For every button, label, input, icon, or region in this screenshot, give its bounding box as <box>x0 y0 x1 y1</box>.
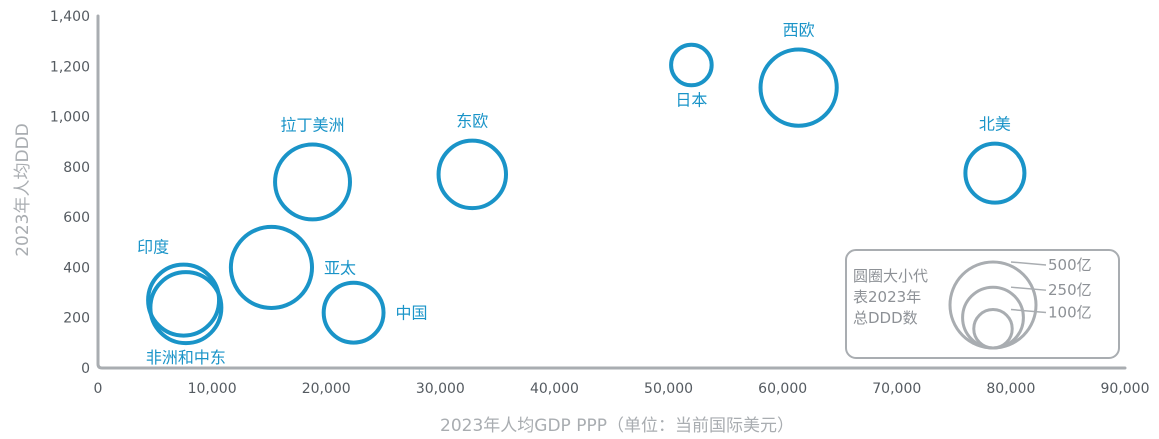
legend-title-line: 表2023年 <box>853 288 921 306</box>
x-tick-label: 0 <box>94 381 103 397</box>
axes <box>96 14 1127 370</box>
y-tick-label: 0 <box>81 361 90 377</box>
bubble <box>273 142 352 222</box>
bubble-label: 拉丁美洲 <box>281 115 345 134</box>
bubbles <box>146 42 1027 346</box>
bubble-label: 中国 <box>396 304 428 323</box>
legend-box <box>845 249 1120 359</box>
y-tick-label: 600 <box>63 210 90 226</box>
y-tick-labels: 0 200 400 600 800 1,000 1,200 1,400 <box>50 9 90 377</box>
bubble <box>148 270 224 346</box>
x-tick-label: 90,000 <box>1101 381 1150 397</box>
legend-title-line: 总DDD数 <box>853 309 918 327</box>
x-tick-label: 40,000 <box>530 381 579 397</box>
bubble-label: 亚太 <box>324 258 356 277</box>
bubble-label: 西欧 <box>783 21 815 40</box>
y-tick-label: 1,400 <box>50 9 90 25</box>
legend-leader-line <box>1010 261 1047 266</box>
legend-leader-line <box>1010 308 1047 314</box>
bubble-label: 东欧 <box>456 112 488 131</box>
x-tick-labels: 0 10,000 20,000 30,000 40,000 50,000 60,000 70,… <box>94 381 1150 397</box>
bubble-label: 日本 <box>675 90 707 109</box>
bubble-label: 非洲和中东 <box>146 348 226 367</box>
y-tick-label: 1,000 <box>50 110 90 126</box>
bubble <box>228 224 315 310</box>
x-tick-label: 70,000 <box>872 381 921 397</box>
y-tick-label: 400 <box>63 260 90 276</box>
x-tick-label: 20,000 <box>302 381 351 397</box>
x-axis-title: 2023年人均GDP PPP（单位：当前国际美元） <box>440 416 794 436</box>
x-tick-label: 60,000 <box>758 381 807 397</box>
bubble <box>669 42 714 88</box>
legend-size-label: 250亿 <box>1048 281 1092 299</box>
x-tick-label: 10,000 <box>188 381 237 397</box>
legend-circle <box>972 308 1014 350</box>
axis-lines <box>96 14 1127 370</box>
bubble <box>436 138 509 211</box>
y-tick-label: 1,200 <box>50 59 90 75</box>
bubble <box>146 262 222 338</box>
x-tick-label: 50,000 <box>644 381 693 397</box>
y-tick-label: 200 <box>63 311 90 327</box>
x-tick-label: 30,000 <box>416 381 465 397</box>
bubble-label: 北美 <box>979 115 1011 134</box>
bubble <box>321 280 386 345</box>
legend-size-label: 500亿 <box>1048 256 1092 274</box>
bubble <box>758 47 839 128</box>
bubble <box>963 141 1027 205</box>
y-tick-label: 800 <box>63 160 90 176</box>
bubble-label: 印度 <box>137 238 169 257</box>
legend-leader-line <box>1010 286 1047 291</box>
legend-title-line: 圆圈大小代 <box>853 267 928 285</box>
x-tick-label: 80,000 <box>986 381 1035 397</box>
y-axis-title: 2023年人均DDD <box>13 123 33 257</box>
legend-size-label: 100亿 <box>1048 304 1092 322</box>
